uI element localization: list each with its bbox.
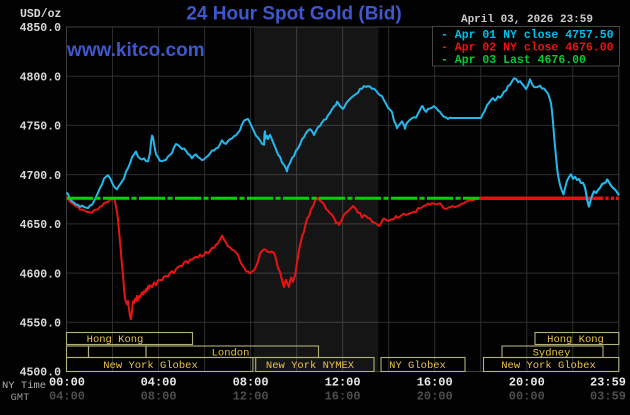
svg-text:4750.0: 4750.0 <box>20 121 62 134</box>
svg-text:NY Time: NY Time <box>2 380 46 392</box>
svg-text:4850.0: 4850.0 <box>20 22 62 35</box>
svg-text:New York NYMEX: New York NYMEX <box>266 360 355 372</box>
svg-text:Sydney: Sydney <box>533 347 571 359</box>
svg-text:08:00: 08:00 <box>233 376 269 390</box>
svg-text:24 Hour Spot Gold (Bid): 24 Hour Spot Gold (Bid) <box>186 4 401 25</box>
svg-text:- Apr 03 Last 4676.00: - Apr 03 Last 4676.00 <box>441 54 586 67</box>
svg-text:12:00: 12:00 <box>325 376 361 390</box>
svg-text:NY Globex: NY Globex <box>389 360 446 372</box>
svg-text:16:00: 16:00 <box>417 376 453 390</box>
svg-text:00:00: 00:00 <box>509 390 545 404</box>
svg-text:16:00: 16:00 <box>325 390 361 404</box>
svg-text:London: London <box>212 347 250 359</box>
svg-text:20:00: 20:00 <box>509 376 545 390</box>
svg-text:GMT: GMT <box>11 392 30 404</box>
svg-text:New York Globex: New York Globex <box>501 360 596 372</box>
svg-text:Hong Kong: Hong Kong <box>87 334 144 346</box>
svg-text:4700.0: 4700.0 <box>20 170 62 183</box>
svg-text:New York Globex: New York Globex <box>103 360 198 372</box>
svg-text:23:59: 23:59 <box>590 376 626 390</box>
svg-text:00:00: 00:00 <box>49 376 85 390</box>
svg-text:03:59: 03:59 <box>590 390 626 404</box>
svg-text:April 03, 2026 23:59: April 03, 2026 23:59 <box>461 14 593 26</box>
svg-text:4550.0: 4550.0 <box>20 318 62 331</box>
svg-text:4650.0: 4650.0 <box>20 219 62 232</box>
svg-text:12:00: 12:00 <box>233 390 269 404</box>
svg-text:4600.0: 4600.0 <box>20 268 62 281</box>
svg-text:4800.0: 4800.0 <box>20 71 62 84</box>
svg-text:www.kitco.com: www.kitco.com <box>66 40 205 61</box>
svg-text:- Apr 01 NY close 4757.50: - Apr 01 NY close 4757.50 <box>441 29 614 42</box>
svg-text:- Apr 02 NY close 4676.00: - Apr 02 NY close 4676.00 <box>441 42 614 55</box>
svg-text:4500.0: 4500.0 <box>20 367 62 380</box>
svg-text:08:00: 08:00 <box>141 390 177 404</box>
svg-text:20:00: 20:00 <box>417 390 453 404</box>
svg-text:Hong Kong: Hong Kong <box>547 334 604 346</box>
svg-text:04:00: 04:00 <box>141 376 177 390</box>
svg-text:USD/oz: USD/oz <box>20 8 62 21</box>
svg-text:04:00: 04:00 <box>49 390 85 404</box>
